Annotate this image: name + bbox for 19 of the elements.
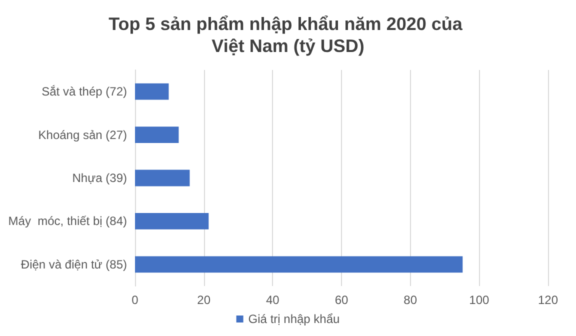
y-tick-label: Khoáng sản (27) bbox=[38, 128, 127, 142]
chart-title: Top 5 sản phẩm nhập khẩu năm 2020 của Việt Nam (tỷ USD) bbox=[108, 14, 468, 56]
x-tick-label: 40 bbox=[266, 293, 280, 307]
legend-label: Giá trị nhập khẩu bbox=[248, 312, 340, 326]
y-tick-label: Sắt và thép (72) bbox=[42, 84, 127, 99]
bar bbox=[135, 170, 190, 186]
bar bbox=[135, 256, 463, 273]
x-tick-label: 0 bbox=[132, 293, 139, 307]
y-tick-label: Điện và điện tử (85) bbox=[20, 257, 127, 272]
bar bbox=[135, 83, 169, 100]
bar bbox=[135, 126, 179, 144]
y-tick-label: Nhựa (39) bbox=[72, 171, 127, 185]
y-tick-label: Máy móc, thiết bị (84) bbox=[8, 214, 127, 228]
x-tick-label: 120 bbox=[538, 293, 558, 307]
x-tick-label: 100 bbox=[469, 293, 490, 307]
x-tick-label: 80 bbox=[404, 293, 418, 307]
x-tick-label: 20 bbox=[197, 293, 211, 307]
bar bbox=[135, 212, 209, 230]
x-tick-label: 60 bbox=[334, 293, 348, 307]
